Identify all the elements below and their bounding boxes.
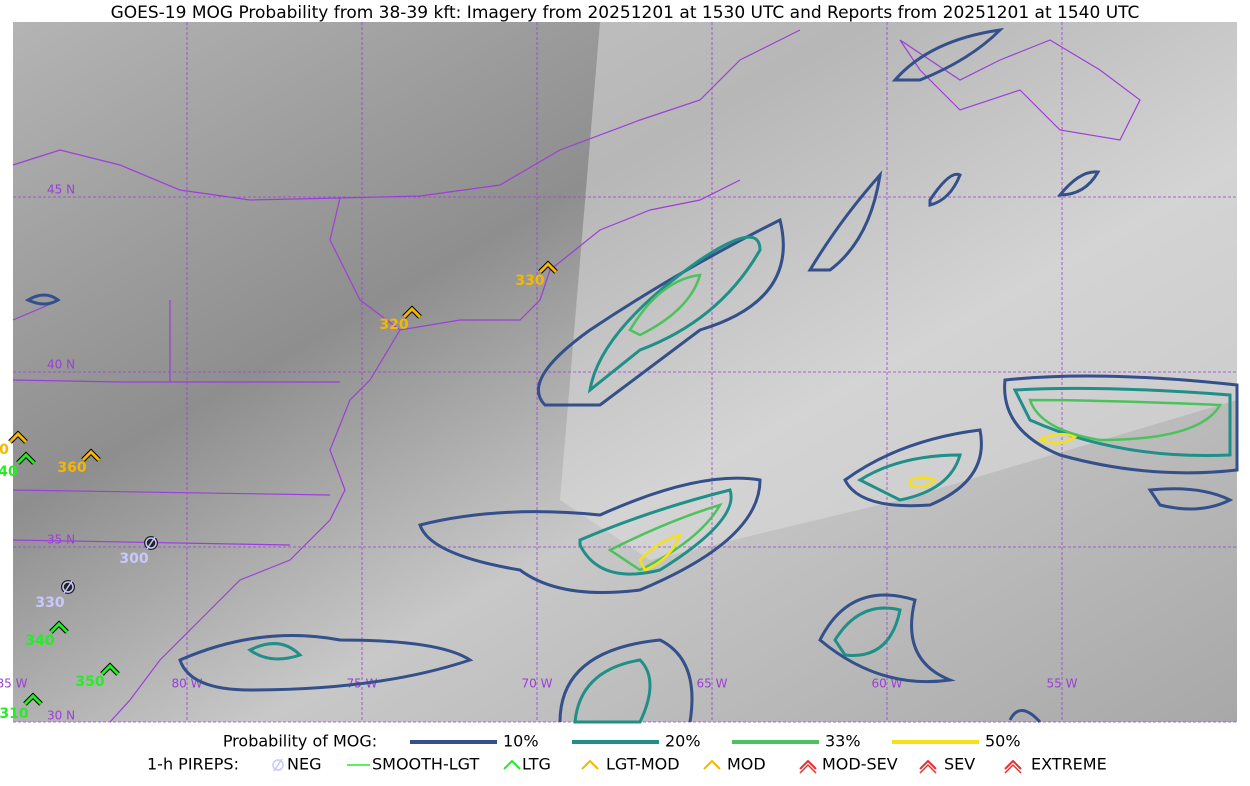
contours [24, 27, 1239, 724]
legend-label: EXTREME [1031, 755, 1107, 774]
pirep-icon [49, 621, 69, 634]
legend-label: LGT-MOD [606, 755, 680, 774]
pireps: 330 320 360 0 40 300 330 340 350 310 [0, 260, 558, 722]
legend-icon [1004, 763, 1022, 774]
latitude-label: 35 N [47, 533, 75, 547]
pirep-label: 340 [25, 633, 54, 649]
pirep-label: 0 [0, 442, 9, 458]
longitude-label: 55 W [1047, 677, 1078, 691]
pirep-icon [538, 261, 558, 274]
pirep-label: 350 [75, 674, 104, 690]
pirep-label: 310 [0, 706, 29, 722]
grid: 45 N40 N35 N30 N85 W 80 W 75 W 70 W 65 W 60 W… [0, 22, 1237, 723]
legend-icon [273, 758, 283, 772]
legend-icon [799, 763, 817, 774]
legend-label: MOD [727, 755, 766, 774]
legend-title: Probability of MOG: [223, 732, 377, 751]
legend-icon [919, 763, 937, 774]
cloud-band [560, 22, 1237, 560]
pirep-icon [81, 449, 101, 462]
legend-label: LTG [522, 755, 551, 774]
latitude-label: 40 N [47, 358, 75, 372]
pirep-icon [23, 693, 43, 706]
legend-label: NEG [287, 755, 321, 774]
pirep-icon [63, 580, 73, 594]
legend-label: 33% [825, 732, 861, 751]
pirep-label: 320 [379, 317, 408, 333]
pirep-label: 330 [35, 595, 64, 611]
pirep-icon [16, 452, 36, 465]
legend-label: 20% [665, 732, 701, 751]
pirep-label: 40 [0, 464, 18, 480]
longitude-label: 60 W [872, 677, 903, 691]
latitude-label: 30 N [47, 709, 75, 723]
legend-icon [799, 759, 817, 770]
pirep-label: 300 [119, 551, 148, 567]
legend-label: SEV [944, 755, 975, 774]
legend-icon [503, 759, 521, 770]
legend-icon [272, 759, 284, 771]
legend-label: 10% [503, 732, 539, 751]
legend-icon [1004, 759, 1022, 770]
longitude-label: 65 W [697, 677, 728, 691]
legend-label: MOD-SEV [822, 755, 898, 774]
pirep-icon [8, 431, 28, 444]
pirep-icon [145, 537, 157, 549]
legend-label: SMOOTH-LGT [372, 755, 479, 774]
map: 45 N40 N35 N30 N85 W 80 W 75 W 70 W 65 W 60 W… [0, 22, 1239, 724]
title: GOES-19 MOG Probability from 38-39 kft: … [111, 3, 1140, 23]
legend: Probability of MOG: 1-h PIREPS: 10% 20% 33… [147, 732, 1107, 774]
pirep-label: 330 [515, 273, 544, 289]
longitude-label: 70 W [522, 677, 553, 691]
legend-icon [703, 759, 721, 770]
legend-icon [581, 759, 599, 770]
pirep-icon [146, 536, 156, 550]
pirep-icon [402, 306, 422, 319]
pirep-label: 360 [57, 460, 86, 476]
longitude-label: 85 W [0, 677, 28, 691]
legend-title: 1-h PIREPS: [147, 755, 239, 774]
pirep-icon [100, 663, 120, 676]
legend-label: 50% [985, 732, 1021, 751]
legend-icon [919, 759, 937, 770]
latitude-label: 45 N [47, 183, 75, 197]
pirep-icon [62, 581, 74, 593]
